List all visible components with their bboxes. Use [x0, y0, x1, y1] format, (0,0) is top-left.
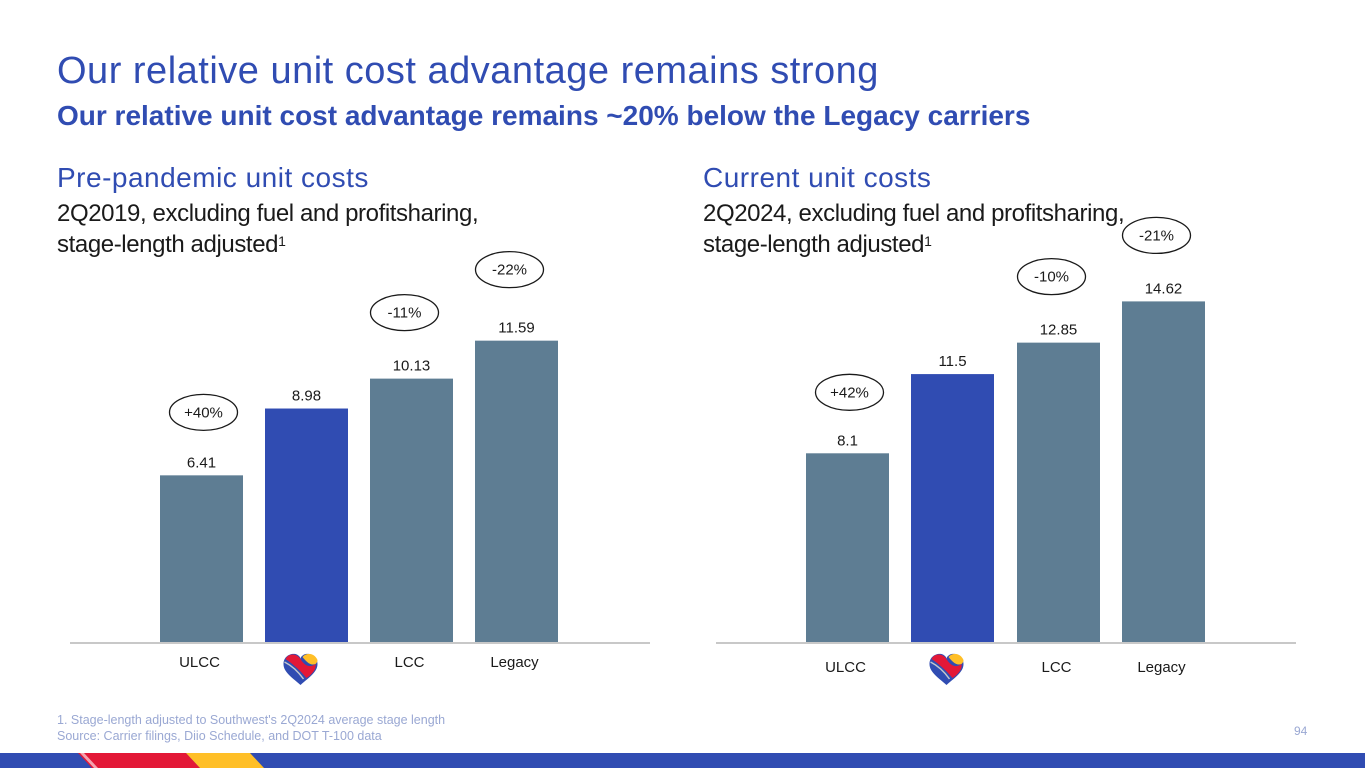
left-panel-footnote-mark: 1: [278, 233, 286, 249]
left-panel-desc-line2: stage-length adjusted: [57, 231, 279, 258]
page-title: Our relative unit cost advantage remains…: [57, 50, 879, 92]
annotation-oval: [1016, 257, 1087, 296]
diff-annotation-legacy: -22%: [474, 251, 545, 289]
category-label-lcc: LCC: [394, 654, 424, 671]
right-panel-desc-line2: stage-length adjusted: [703, 231, 925, 258]
bar-lcc: [370, 378, 453, 642]
diff-annotation-lcc: -10%: [1016, 257, 1087, 296]
bar-legacy: [475, 340, 558, 642]
brand-stripe: [0, 753, 1365, 768]
annotation-oval: [1121, 216, 1192, 255]
chart-pre-pandemic: 6.41 ULCC 8.98 10.13 LCC 11.59 Legacy +40% -11% -…: [70, 251, 650, 685]
logo-heart-yellow: [302, 653, 318, 665]
bar-legacy: [1122, 301, 1205, 642]
bar-southwest: [911, 374, 994, 642]
value-label-legacy: 14.62: [1145, 280, 1183, 297]
category-label-legacy: Legacy: [1137, 659, 1186, 676]
logo-heart-silver: [284, 661, 305, 680]
right-panel-footnote-mark: 1: [924, 233, 932, 249]
value-label-ulcc: 6.41: [187, 454, 216, 471]
page-number: 94: [1294, 724, 1308, 738]
annotation-oval: [474, 251, 545, 289]
value-label-legacy: 11.59: [498, 320, 534, 337]
footnotes: 1. Stage-length adjusted to Southwest's …: [57, 712, 445, 744]
category-label-ulcc: ULCC: [179, 654, 220, 671]
left-panel-desc-line1: 2Q2019, excluding fuel and profitsharing…: [57, 200, 479, 227]
logo-heart-silver: [930, 661, 951, 680]
southwest-heart-logo: [929, 653, 964, 685]
bar-ulcc: [806, 453, 889, 642]
category-label-lcc: LCC: [1041, 659, 1071, 676]
annotation-oval: [168, 393, 239, 431]
annotation-text: +40%: [184, 404, 223, 421]
footnote-source: Source: Carrier filings, Diio Schedule, …: [57, 729, 382, 743]
right-panel-heading: Current unit costs: [703, 162, 932, 193]
value-label-lcc: 10.13: [393, 358, 431, 375]
diff-annotation-ulcc: +40%: [168, 393, 239, 431]
chart-current: 8.1 ULCC 11.5 12.85 LCC 14.62 Legacy +42% -10% -2…: [716, 216, 1296, 685]
right-panel-desc-line2-wrap: stage-length adjusted1: [703, 229, 1124, 260]
brand-stripe-red: [78, 753, 200, 768]
footnote-stage-length: 1. Stage-length adjusted to Southwest's …: [57, 713, 446, 727]
annotation-oval: [814, 373, 885, 411]
value-label-southwest: 11.5: [938, 353, 966, 370]
diff-annotation-legacy: -21%: [1121, 216, 1192, 255]
brand-stripe-divider: [80, 753, 98, 768]
right-panel-description: 2Q2024, excluding fuel and profitsharing…: [703, 198, 1125, 260]
bar-ulcc: [160, 475, 243, 642]
value-label-southwest: 8.98: [292, 388, 321, 405]
annotation-oval: [369, 293, 440, 332]
logo-heart-yellow: [948, 653, 964, 665]
brand-stripe-blue: [0, 753, 1365, 768]
bar-lcc: [1017, 342, 1100, 642]
value-label-ulcc: 8.1: [837, 432, 858, 449]
left-panel-heading: Pre-pandemic unit costs: [57, 162, 369, 193]
annotation-text: -11%: [388, 305, 422, 322]
left-panel-description: 2Q2019, excluding fuel and profitsharing…: [57, 198, 479, 260]
annotation-text: -21%: [1139, 227, 1174, 244]
value-label-lcc: 12.85: [1040, 322, 1078, 339]
logo-heart-red: [931, 654, 962, 678]
right-panel-desc-line1: 2Q2024, excluding fuel and profitsharing…: [703, 200, 1125, 227]
diff-annotation-ulcc: +42%: [814, 373, 885, 411]
page-subtitle: Our relative unit cost advantage remains…: [57, 100, 1031, 131]
brand-stripe-yellow: [186, 753, 264, 768]
bar-southwest: [265, 408, 348, 642]
annotation-text: -22%: [492, 262, 527, 279]
logo-heart-red: [285, 654, 316, 678]
annotation-text: -10%: [1034, 269, 1069, 286]
diff-annotation-lcc: -11%: [369, 293, 440, 332]
left-panel-desc-line2-wrap: stage-length adjusted1: [57, 229, 478, 260]
category-label-legacy: Legacy: [490, 654, 539, 671]
southwest-heart-logo: [283, 653, 318, 685]
annotation-text: +42%: [830, 384, 869, 401]
category-label-ulcc: ULCC: [825, 659, 866, 676]
